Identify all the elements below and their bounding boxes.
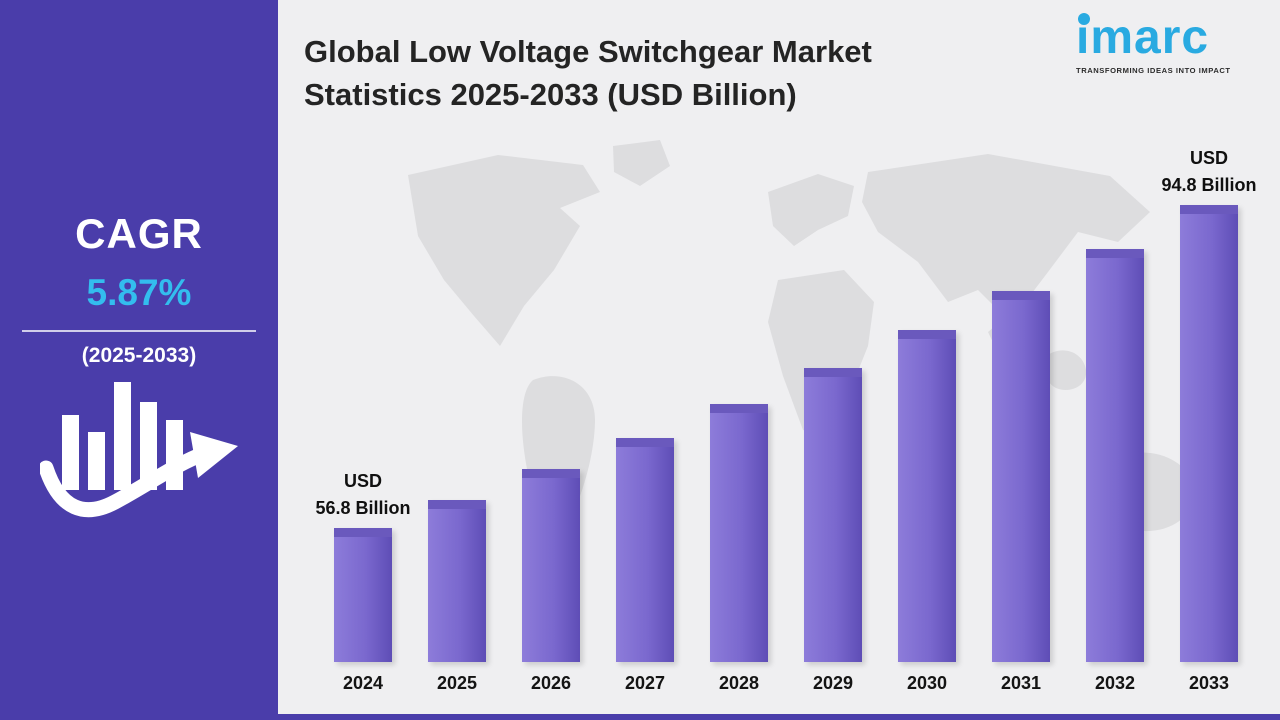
chart-title: Global Low Voltage Switchgear Market Sta…	[304, 30, 872, 117]
x-tick-2024: 2024	[342, 673, 384, 693]
bar-2027	[616, 438, 674, 662]
bar-2029	[804, 368, 862, 662]
bar-slot-2030: 2030	[880, 330, 974, 694]
sidebar: CAGR 5.87% (2025-2033)	[0, 0, 278, 720]
x-tick-2031: 2031	[1000, 673, 1042, 693]
chart-title-line2: Statistics 2025-2033 (USD Billion)	[304, 77, 797, 113]
x-tick-2032: 2032	[1094, 673, 1136, 693]
cagr-label: CAGR	[75, 210, 203, 257]
cagr-period: (2025-2033)	[81, 344, 197, 367]
x-tick-2025: 2025	[436, 673, 478, 693]
bar-2024	[334, 528, 392, 662]
bar-slot-2029: 2029	[786, 368, 880, 694]
bar-slot-2033: USD 94.8 Billion 2033	[1161, 148, 1256, 694]
bar-2031	[992, 291, 1050, 662]
logo-wordmark: imarc	[1076, 11, 1254, 64]
bar-2032	[1086, 249, 1144, 662]
bar-chart: USD 56.8 Billion 2024 2025 2026 2027 2028 2029…	[315, 148, 1256, 694]
x-tick-2030: 2030	[906, 673, 948, 693]
x-tick-2033: 2033	[1188, 673, 1230, 693]
logo-tagline: TRANSFORMING IDEAS INTO IMPACT	[1076, 66, 1231, 75]
growth-chart-icon	[38, 360, 240, 535]
bar-slot-2025: 2025	[410, 500, 504, 694]
chart-title-line1: Global Low Voltage Switchgear Market	[304, 34, 872, 69]
x-tick-2029: 2029	[812, 673, 854, 693]
bar-slot-2027: 2027	[598, 438, 692, 694]
bar-slot-2024: USD 56.8 Billion 2024	[315, 471, 410, 694]
logo-text: imarc	[1076, 11, 1210, 64]
bar-2026	[522, 469, 580, 662]
first-bar-value-label: USD 56.8 Billion	[315, 471, 411, 518]
bar-slot-2026: 2026	[504, 469, 598, 694]
cagr-value: 5.87%	[86, 272, 192, 313]
bar-chart-area: USD 56.8 Billion 2024 2025 2026 2027 2028 2029…	[315, 148, 1256, 694]
bottom-accent-strip	[278, 714, 1280, 720]
bar-2028	[710, 404, 768, 662]
x-tick-2027: 2027	[624, 673, 666, 693]
x-tick-2028: 2028	[718, 673, 760, 693]
bar-slot-2031: 2031	[974, 291, 1068, 694]
bar-slot-2028: 2028	[692, 404, 786, 694]
chart-panel: Global Low Voltage Switchgear Market Sta…	[278, 0, 1280, 720]
bar-2025	[428, 500, 486, 662]
imarc-logo: imarc TRANSFORMING IDEAS INTO IMPACT	[1076, 11, 1254, 75]
bar-2033	[1180, 205, 1238, 662]
bar-slot-2032: 2032	[1068, 249, 1162, 694]
bar-2030	[898, 330, 956, 662]
last-bar-value-label: USD 94.8 Billion	[1161, 148, 1257, 195]
logo-dot-icon	[1078, 13, 1090, 25]
x-tick-2026: 2026	[530, 673, 572, 693]
divider	[22, 330, 256, 332]
